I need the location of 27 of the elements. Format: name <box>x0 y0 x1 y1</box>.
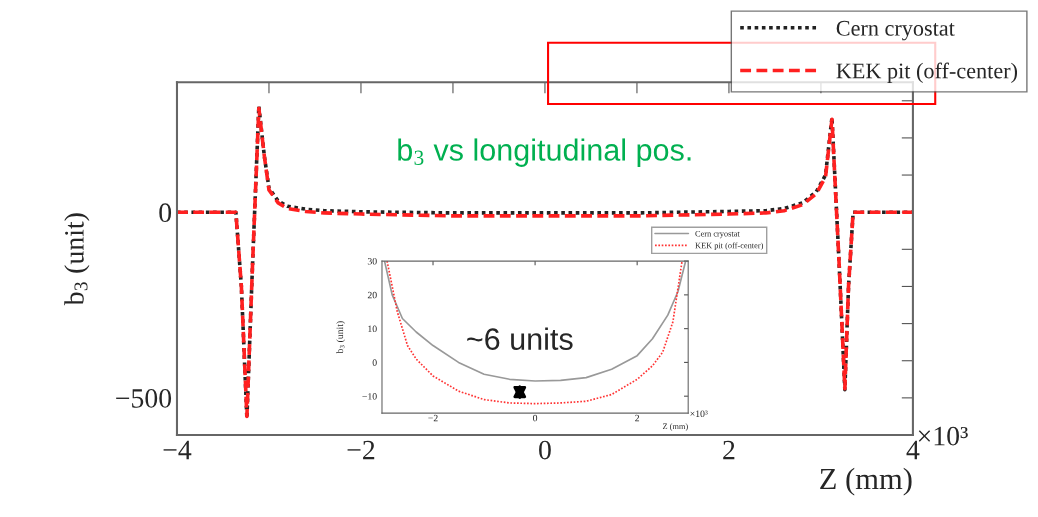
x-tick-label: 0 <box>533 414 538 422</box>
legend-label: Cern cryostat <box>695 230 740 239</box>
x-tick-label: 0 <box>539 440 551 460</box>
y-tick-label: 0 <box>372 359 377 366</box>
y-axis-title: b$_{3}$ (unit) <box>64 213 90 306</box>
y-tick-label: 10 <box>368 325 377 333</box>
annotation: ~6 units <box>467 327 573 350</box>
legend-label: KEK pit (off-center) <box>695 242 764 251</box>
line-series <box>386 261 683 405</box>
text: ×10³ <box>918 426 968 446</box>
x-tick-label: −2 <box>347 440 375 460</box>
x-tick-label: 4 <box>906 440 920 460</box>
y-tick-label: −10 <box>362 393 377 400</box>
annotation: b$_{3}$ vs longitudinal pos. <box>398 138 691 167</box>
legend-label: Cern cryostat <box>836 20 955 41</box>
x-axis-title: Z (mm) <box>820 467 912 496</box>
x-tick-label: −4 <box>163 440 192 460</box>
x-tick-label: −2 <box>428 414 438 422</box>
x-axis-title: Z (mm) <box>662 423 688 431</box>
series-label: KEK pit (off-center) <box>836 62 1018 83</box>
y-tick-label: −500 <box>116 389 172 408</box>
y-axis-title: b$_{3}$ (unit) <box>336 321 346 354</box>
x-tick-label: 2 <box>723 440 735 460</box>
x-tick-label: 2 <box>635 414 640 422</box>
annotation: ×10³ <box>690 410 708 418</box>
y-tick-label: 20 <box>367 291 377 299</box>
y-tick-label: 30 <box>367 257 377 265</box>
